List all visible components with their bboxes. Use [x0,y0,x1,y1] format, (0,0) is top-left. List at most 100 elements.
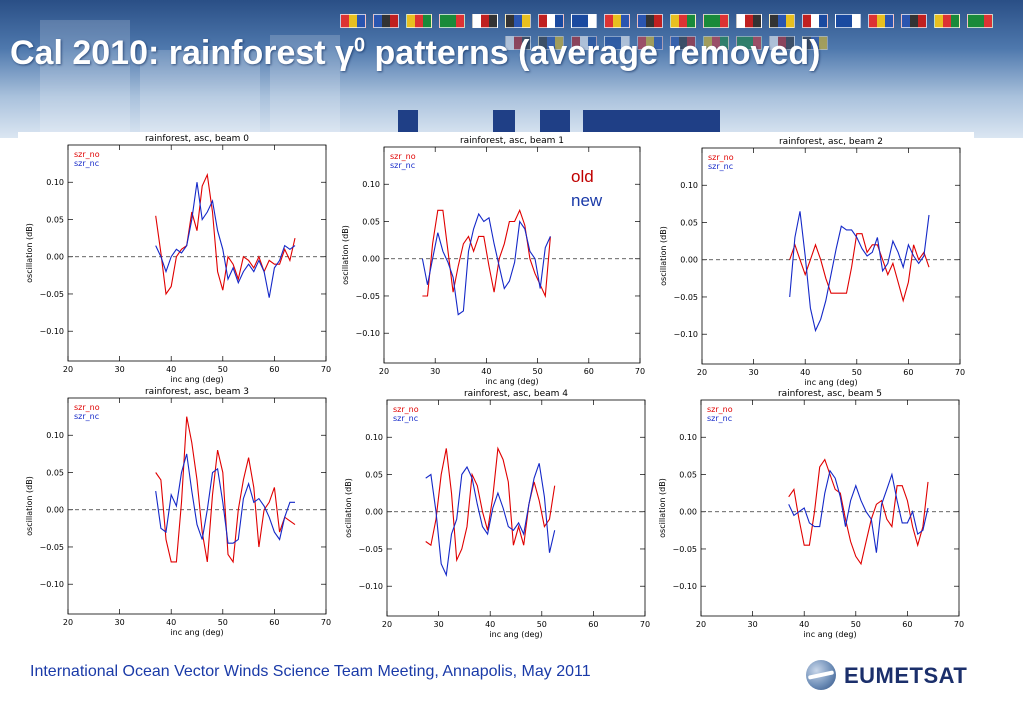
flag-icon [934,14,960,28]
flag-icon [703,14,729,28]
title-superscript: 0 [353,34,366,57]
x-tick-label: 60 [269,618,279,627]
y-tick-label: 0.05 [680,218,698,227]
x-tick-label: 60 [588,620,598,629]
legend-entry: szr_no [390,152,416,161]
flag-icon [406,14,432,28]
y-tick-label: 0.10 [365,433,383,442]
x-tick-label: 30 [430,367,440,376]
x-tick-label: 70 [954,620,964,629]
plot-frame [383,146,641,364]
eumetsat-logo: EUMETSAT [806,660,986,692]
flag-icon [736,14,762,28]
plot-title: rainforest, asc, beam 5 [778,389,882,399]
x-tick-label: 50 [852,368,862,377]
series-line-szr_nc [421,212,551,316]
building-shape [140,50,260,138]
y-tick-label: −0.10 [39,327,64,336]
series-line-szr_no [155,416,296,564]
x-tick-label: 70 [321,365,331,374]
x-tick-label: 50 [218,365,228,374]
flag-icon [637,36,663,50]
legend-entry: szr_no [708,153,734,162]
x-tick-label: 50 [218,618,228,627]
flag-icon [769,14,795,28]
legend-entry: szr_no [707,405,733,414]
x-tick-label: 70 [640,620,650,629]
y-tick-label: −0.10 [39,580,64,589]
legend-entry: szr_nc [390,161,415,170]
y-tick-label: 0.00 [679,508,697,517]
y-tick-label: 0.05 [362,217,380,226]
chart-beam-2: rainforest, asc, beam 2 20 30 40 50 60 70 −0.10… [659,137,965,387]
legend-entry: szr_nc [74,159,99,168]
x-tick-label: 20 [63,618,73,627]
flag-icon [901,14,927,28]
flag-icon [340,14,366,28]
series-line-szr_no [155,172,296,296]
series-line-szr_nc [789,211,930,333]
x-axis-label: inc ang (deg) [170,375,223,384]
slide-title: Cal 2010: rainforest γ0 patterns (averag… [10,34,820,73]
y-tick-label: −0.05 [673,293,698,302]
flag-icon [571,14,597,28]
flag-icon [802,36,828,50]
plot-frame [701,147,961,365]
x-tick-label: 20 [697,368,707,377]
plot-title: rainforest, asc, beam 3 [145,387,249,397]
old-new-annotation: old new [571,165,602,213]
x-tick-label: 60 [903,368,913,377]
x-tick-label: 40 [485,620,495,629]
flag-icon [505,14,531,28]
y-tick-label: 0.00 [365,508,383,517]
eu-flags-strip [340,10,1000,50]
x-tick-label: 30 [115,365,125,374]
x-tick-label: 70 [321,618,331,627]
series-line-szr_nc [155,453,295,544]
y-tick-label: 0.00 [46,506,64,515]
flag-icon [373,14,399,28]
title-rest: patterns (average removed) [365,34,821,72]
series-line-szr_no [422,208,551,299]
logo-text: EUMETSAT [844,663,968,688]
annotation-new: new [571,191,603,210]
flag-icon [835,14,861,28]
flag-icon [505,36,531,50]
x-tick-label: 50 [851,620,861,629]
x-tick-label: 30 [748,620,758,629]
chart-beam-1: rainforest, asc, beam 1 20 30 40 50 60 70 −0.10… [341,136,645,386]
x-tick-label: 60 [902,620,912,629]
x-axis-label: inc ang (deg) [485,377,538,386]
y-tick-label: 0.00 [680,256,698,265]
y-tick-label: −0.10 [672,582,697,591]
series-line-szr_nc [788,469,929,553]
flag-icon [604,14,630,28]
x-tick-label: 20 [696,620,706,629]
x-tick-label: 60 [584,367,594,376]
title-main: Cal 2010: rainforest γ [10,34,354,72]
legend-entry: szr_no [393,405,419,414]
series-line-szr_no [788,458,929,566]
x-tick-label: 20 [63,365,73,374]
legend-entry: szr_no [74,403,100,412]
x-axis-label: inc ang (deg) [803,630,856,639]
flag-icon [571,36,597,50]
legend-entry: szr_nc [74,412,99,421]
series-line-szr_no [425,446,556,563]
y-axis-label: oscillation (dB) [344,478,353,538]
x-tick-label: 70 [955,368,965,377]
series-line-szr_no [789,233,930,303]
flag-icon [868,14,894,28]
flag-icon [472,14,498,28]
x-tick-label: 50 [537,620,547,629]
building-shape [270,35,340,138]
x-tick-label: 30 [115,618,125,627]
flag-icon [637,14,663,28]
plot-title: rainforest, asc, beam 1 [460,136,564,146]
y-tick-label: −0.10 [673,330,698,339]
plot-frame [700,399,960,617]
flag-icon [670,36,696,50]
y-tick-label: 0.05 [365,470,383,479]
x-tick-label: 40 [166,618,176,627]
y-tick-label: 0.10 [362,180,380,189]
